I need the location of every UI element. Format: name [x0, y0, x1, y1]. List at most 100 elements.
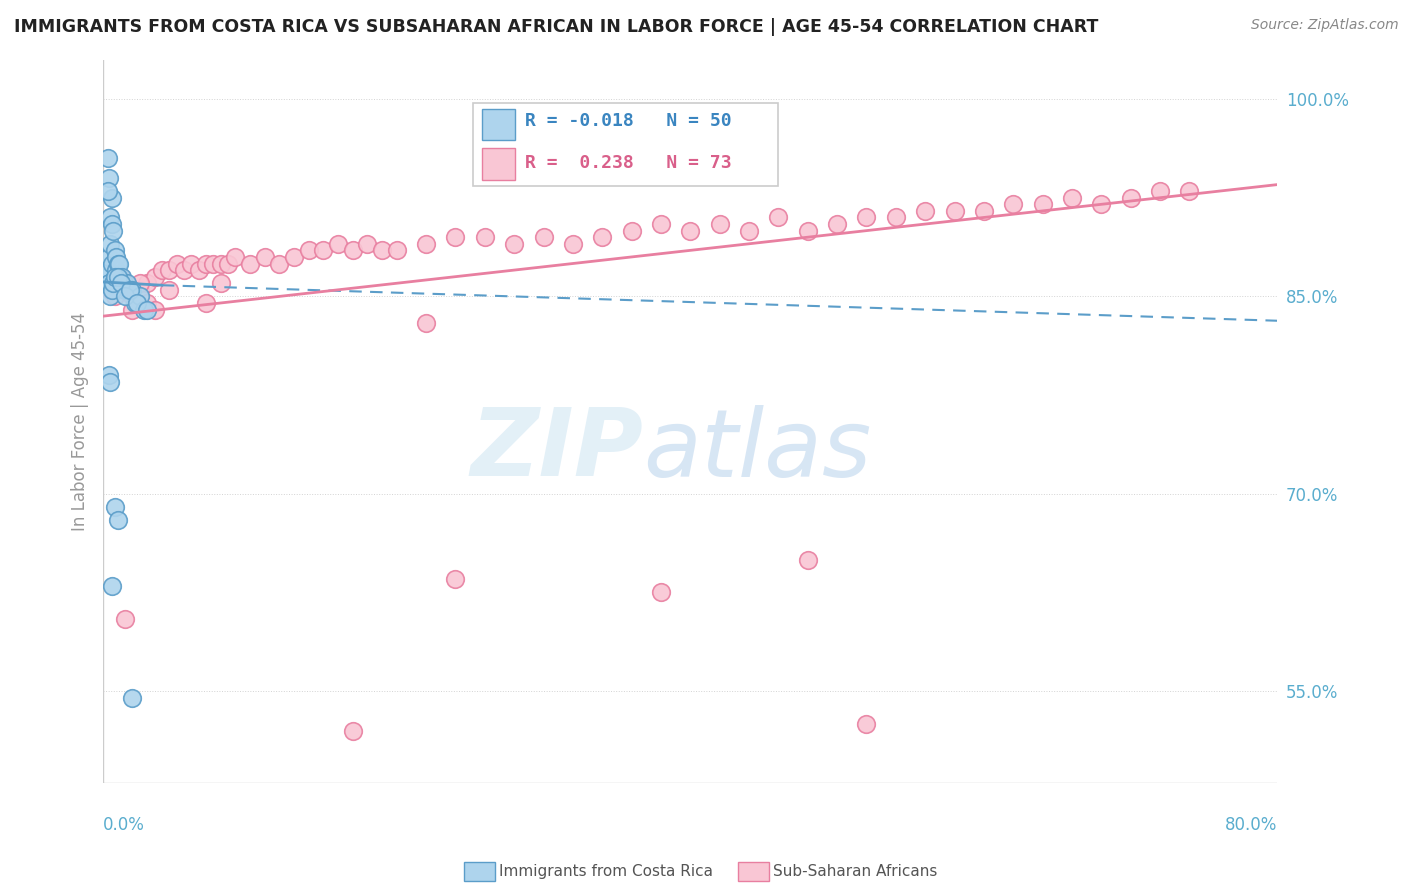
- Point: [209, 277, 232, 291]
- Point: [100, 289, 122, 303]
- Point: [269, 256, 291, 270]
- Point: [114, 612, 136, 626]
- Point: [101, 283, 124, 297]
- Point: [112, 277, 135, 291]
- Point: [104, 244, 127, 258]
- Point: [253, 250, 276, 264]
- Point: [1178, 184, 1201, 198]
- Point: [125, 296, 148, 310]
- Point: [143, 269, 166, 284]
- Point: [342, 723, 364, 738]
- Point: [105, 250, 128, 264]
- Text: Source: ZipAtlas.com: Source: ZipAtlas.com: [1251, 18, 1399, 32]
- Point: [855, 717, 877, 731]
- Point: [650, 217, 672, 231]
- Point: [884, 211, 907, 225]
- Point: [371, 244, 394, 258]
- FancyBboxPatch shape: [482, 109, 516, 140]
- Point: [973, 203, 995, 218]
- Point: [104, 500, 127, 514]
- Point: [444, 230, 467, 244]
- Point: [157, 263, 180, 277]
- Point: [121, 690, 143, 705]
- Point: [650, 585, 672, 599]
- Point: [98, 368, 121, 383]
- Point: [385, 244, 408, 258]
- Text: Immigrants from Costa Rica: Immigrants from Costa Rica: [499, 864, 713, 879]
- Point: [100, 375, 122, 389]
- Point: [110, 277, 132, 291]
- Point: [118, 283, 141, 297]
- FancyBboxPatch shape: [472, 103, 779, 186]
- Point: [1149, 184, 1171, 198]
- Point: [114, 277, 136, 291]
- Point: [96, 151, 118, 165]
- Point: [98, 171, 121, 186]
- Point: [533, 230, 555, 244]
- Point: [136, 302, 159, 317]
- Point: [101, 217, 124, 231]
- Point: [150, 263, 173, 277]
- Point: [124, 296, 146, 310]
- Text: atlas: atlas: [644, 405, 872, 496]
- Point: [100, 283, 122, 297]
- Text: Sub-Saharan Africans: Sub-Saharan Africans: [773, 864, 938, 879]
- Point: [101, 191, 124, 205]
- Point: [128, 277, 150, 291]
- Point: [825, 217, 848, 231]
- Point: [738, 224, 761, 238]
- Point: [111, 269, 134, 284]
- Point: [415, 316, 437, 330]
- Point: [1119, 191, 1142, 205]
- Point: [114, 283, 136, 297]
- Point: [209, 256, 232, 270]
- Point: [128, 283, 150, 297]
- Point: [115, 277, 138, 291]
- Point: [194, 256, 217, 270]
- FancyBboxPatch shape: [482, 148, 516, 179]
- Text: IMMIGRANTS FROM COSTA RICA VS SUBSAHARAN AFRICAN IN LABOR FORCE | AGE 45-54 CORR: IMMIGRANTS FROM COSTA RICA VS SUBSAHARAN…: [14, 18, 1098, 36]
- Point: [1060, 191, 1083, 205]
- Point: [134, 302, 156, 317]
- Point: [239, 256, 262, 270]
- Point: [108, 269, 131, 284]
- Point: [108, 256, 131, 270]
- Point: [136, 296, 159, 310]
- Point: [107, 269, 129, 284]
- Point: [855, 211, 877, 225]
- Text: 80.0%: 80.0%: [1225, 816, 1278, 834]
- Point: [561, 236, 583, 251]
- Point: [180, 256, 202, 270]
- Point: [101, 256, 124, 270]
- Point: [128, 289, 150, 303]
- Point: [298, 244, 321, 258]
- Text: R = -0.018   N = 50: R = -0.018 N = 50: [524, 112, 731, 130]
- Point: [107, 513, 129, 527]
- Point: [326, 236, 349, 251]
- Point: [474, 230, 496, 244]
- Point: [118, 283, 141, 297]
- Point: [104, 289, 127, 303]
- Point: [107, 256, 129, 270]
- Point: [914, 203, 936, 218]
- Point: [94, 269, 117, 284]
- Point: [415, 236, 437, 251]
- Point: [107, 269, 129, 284]
- Point: [187, 263, 209, 277]
- Point: [114, 289, 136, 303]
- Point: [104, 269, 127, 284]
- Point: [117, 283, 139, 297]
- Point: [121, 302, 143, 317]
- Point: [98, 277, 121, 291]
- Point: [104, 269, 127, 284]
- Point: [356, 236, 378, 251]
- Point: [796, 552, 818, 566]
- Point: [173, 263, 195, 277]
- Point: [121, 283, 143, 297]
- Point: [342, 244, 364, 258]
- Point: [202, 256, 225, 270]
- Point: [224, 250, 246, 264]
- Text: 0.0%: 0.0%: [103, 816, 145, 834]
- Point: [100, 211, 122, 225]
- Point: [110, 277, 132, 291]
